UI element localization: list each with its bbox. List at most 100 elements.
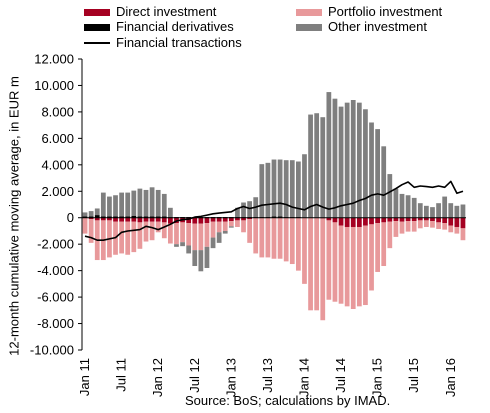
x-tick-label: Jul 11	[114, 358, 129, 392]
bar-other-investment	[119, 192, 124, 217]
bar-direct-investment	[399, 217, 405, 222]
bar-direct-investment	[204, 217, 210, 224]
legend-swatch-other-investment	[296, 24, 322, 31]
bar-direct-investment	[369, 217, 374, 225]
bar-portfolio-investment	[375, 223, 380, 272]
bar-portfolio-investment	[393, 221, 399, 237]
legend-swatch-direct-investment	[84, 9, 110, 16]
bar-direct-investment	[338, 217, 344, 226]
bar-portfolio-investment	[296, 217, 301, 271]
bar-direct-investment	[235, 217, 240, 221]
bar-other-investment	[168, 207, 173, 218]
bar-portfolio-investment	[210, 221, 216, 238]
legend-swatch-portfolio-investment	[296, 9, 322, 16]
bar-direct-investment	[460, 217, 466, 229]
bar-other-investment	[131, 190, 137, 216]
bar-direct-investment	[344, 217, 350, 227]
bar-direct-investment	[241, 217, 246, 221]
bar-other-investment	[198, 250, 204, 272]
bar-other-investment	[363, 109, 368, 218]
bar-portfolio-investment	[344, 226, 350, 307]
x-tick-label: Jan 14	[296, 358, 311, 397]
y-tick-label: -6.000	[37, 290, 74, 305]
bar-direct-investment	[228, 217, 234, 222]
bar-portfolio-investment	[277, 217, 283, 259]
bar-direct-investment	[247, 217, 252, 220]
bar-other-investment	[387, 174, 393, 218]
bar-other-investment	[88, 211, 94, 217]
x-tick-label: Jan 16	[443, 358, 458, 397]
bar-direct-investment	[143, 217, 149, 222]
bar-other-investment	[259, 164, 265, 218]
bar-other-investment	[222, 230, 228, 234]
bar-other-investment	[411, 197, 417, 218]
bar-portfolio-investment	[369, 224, 374, 291]
y-tick-label: -2.000	[37, 237, 74, 252]
bar-financial-derivatives	[137, 216, 143, 218]
bar-portfolio-investment	[168, 223, 173, 244]
bar-direct-investment	[186, 217, 192, 224]
bar-other-investment	[210, 237, 216, 249]
bar-direct-investment	[210, 217, 216, 222]
bar-other-investment	[186, 245, 192, 254]
bar-direct-investment	[350, 217, 356, 227]
bar-direct-investment	[454, 217, 460, 227]
bar-direct-investment	[430, 217, 435, 222]
bar-other-investment	[82, 212, 88, 217]
chart-legend: Direct investment Portfolio investment F…	[0, 0, 490, 56]
x-tick-label: Jan 12	[150, 358, 165, 397]
bar-other-investment	[454, 205, 460, 218]
bar-other-investment	[149, 187, 155, 217]
bar-financial-derivatives	[155, 216, 161, 218]
bar-other-investment	[216, 232, 222, 243]
bar-portfolio-investment	[216, 221, 222, 233]
bar-portfolio-investment	[436, 222, 441, 229]
bar-direct-investment	[356, 217, 362, 227]
bar-portfolio-investment	[198, 223, 204, 251]
bar-portfolio-investment	[235, 220, 240, 227]
x-tick-label: Jan 13	[223, 358, 238, 397]
bar-portfolio-investment	[82, 217, 88, 234]
y-tick-label: 12.000	[34, 52, 74, 67]
bar-portfolio-investment	[88, 219, 94, 243]
legend-line-financial-transactions	[84, 42, 110, 44]
x-tick-label: Jul 15	[406, 358, 421, 393]
bar-portfolio-investment	[381, 222, 387, 267]
y-tick-label: 6.000	[41, 131, 74, 146]
bar-financial-derivatives	[143, 216, 149, 218]
bar-other-investment	[430, 207, 435, 218]
bar-other-investment	[381, 146, 387, 218]
legend-swatch-financial-derivatives	[84, 24, 110, 31]
bar-portfolio-investment	[149, 221, 155, 241]
bar-direct-investment	[424, 217, 429, 221]
bar-direct-investment	[100, 217, 106, 221]
bar-other-investment	[314, 113, 320, 218]
bar-direct-investment	[137, 217, 143, 223]
bar-direct-investment	[131, 217, 137, 222]
bar-other-investment	[308, 114, 313, 218]
bar-portfolio-investment	[265, 217, 271, 258]
bar-other-investment	[271, 159, 277, 217]
x-tick-label: Jul 13	[260, 358, 275, 393]
bar-direct-investment	[198, 217, 204, 224]
bar-other-investment	[350, 100, 356, 218]
bar-other-investment	[125, 192, 131, 217]
bar-other-investment	[241, 202, 246, 218]
bar-portfolio-investment	[302, 217, 307, 284]
bar-portfolio-investment	[137, 222, 143, 249]
bar-other-investment	[265, 162, 271, 218]
bar-other-investment	[107, 196, 112, 217]
bar-financial-derivatives	[131, 215, 137, 218]
bar-direct-investment	[381, 217, 387, 223]
bar-financial-derivatives	[100, 216, 106, 218]
bar-portfolio-investment	[174, 223, 179, 245]
legend-label-portfolio-investment: Portfolio investment	[328, 4, 443, 19]
bar-direct-investment	[363, 217, 368, 226]
bar-portfolio-investment	[308, 217, 313, 311]
bar-other-investment	[436, 203, 441, 218]
bar-financial-derivatives	[161, 216, 167, 218]
bar-other-investment	[424, 205, 429, 218]
bar-portfolio-investment	[326, 220, 332, 300]
bar-portfolio-investment	[314, 217, 320, 311]
bar-portfolio-investment	[387, 221, 393, 249]
